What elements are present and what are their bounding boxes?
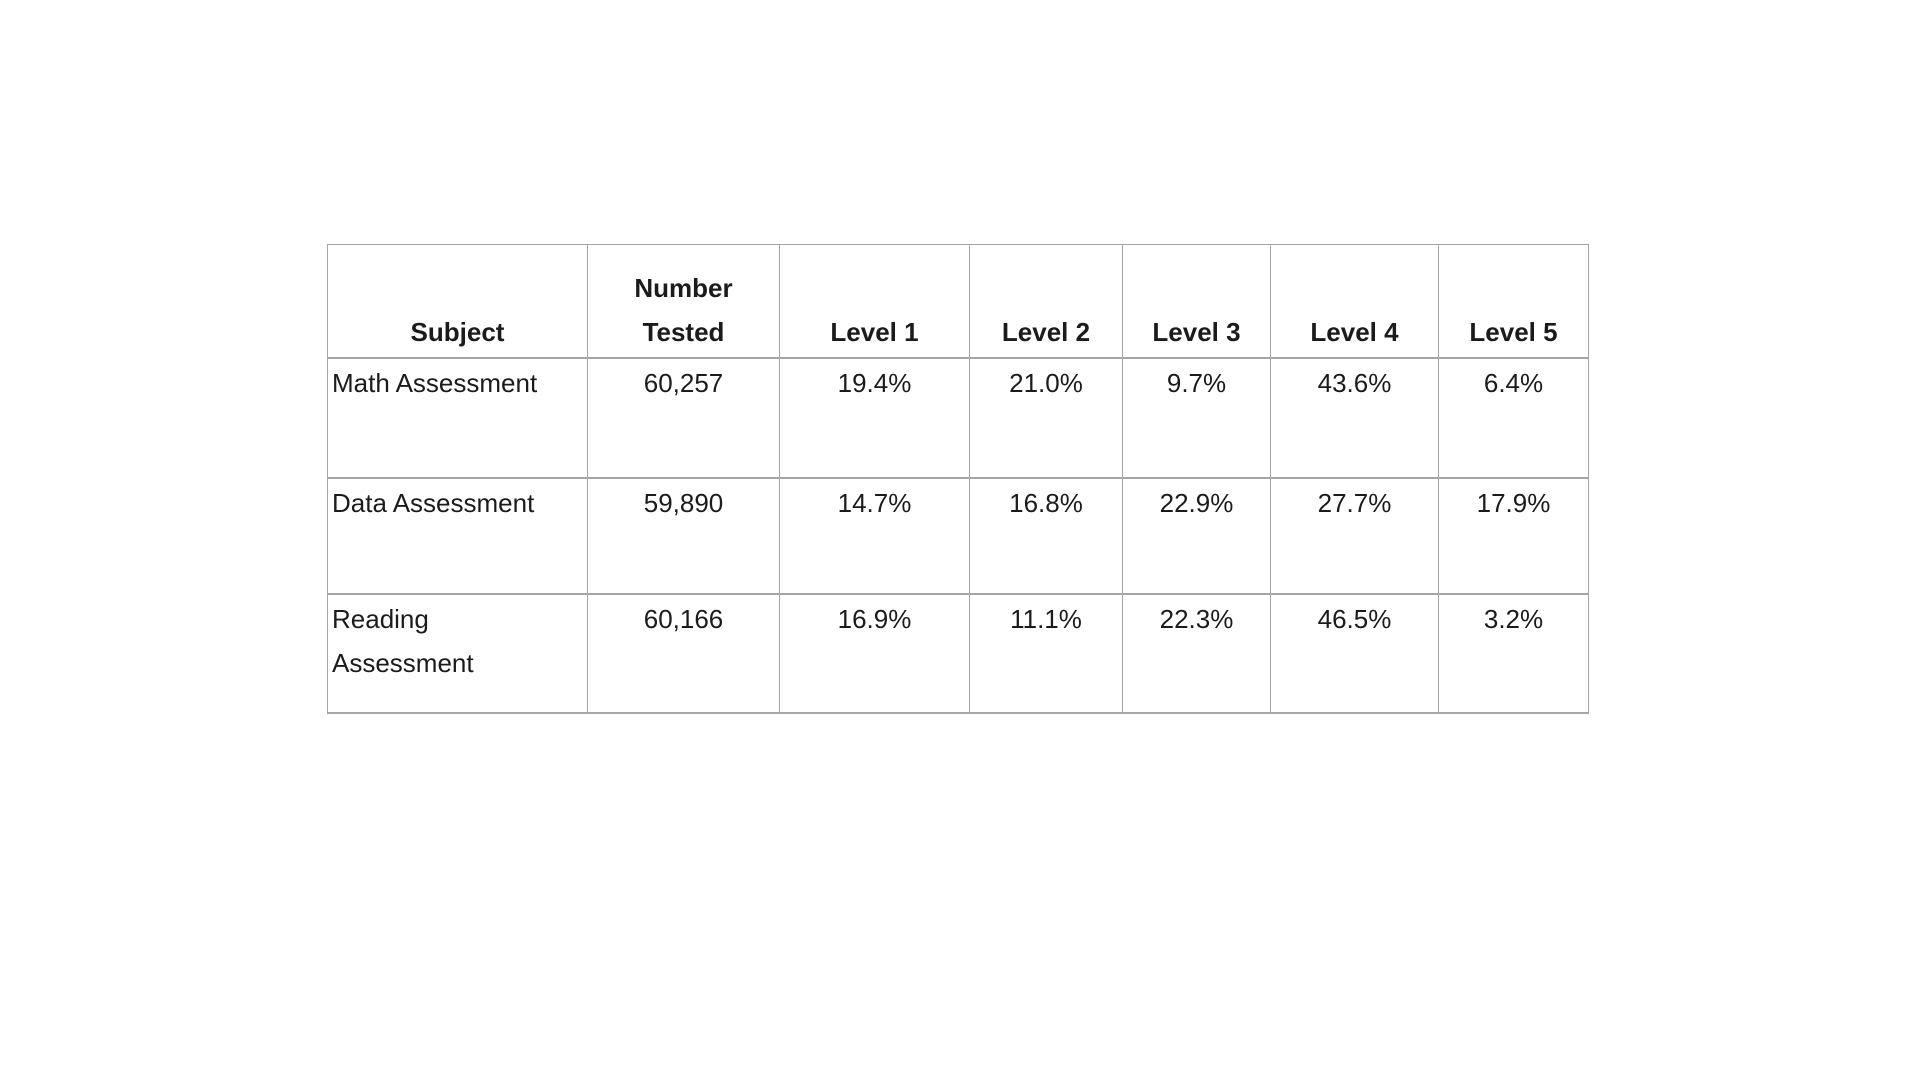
table-header-row: Subject Number Tested Level 1 Level 2 Le…: [327, 244, 1589, 359]
cell-reading-level-2: 11.1%: [969, 593, 1123, 714]
cell-math-level-5: 6.4%: [1438, 357, 1589, 479]
cell-reading-level-1: 16.9%: [779, 593, 970, 714]
header-cell-level-5: Level 5: [1438, 244, 1589, 359]
header-cell-level-3: Level 3: [1122, 244, 1271, 359]
cell-data-level-5: 17.9%: [1438, 477, 1589, 595]
header-cell-level-2: Level 2: [969, 244, 1123, 359]
header-cell-level-1: Level 1: [779, 244, 970, 359]
cell-math-level-1: 19.4%: [779, 357, 970, 479]
cell-reading-level-4: 46.5%: [1270, 593, 1439, 714]
row-label-math: Math Assessment: [327, 357, 588, 479]
row-label-data: Data Assessment: [327, 477, 588, 595]
table-row-math: Math Assessment 60,257 19.4% 21.0% 9.7% …: [327, 357, 1589, 479]
cell-data-number-tested: 59,890: [587, 477, 780, 595]
row-label-reading: Reading Assessment: [327, 593, 588, 714]
header-cell-number-tested: Number Tested: [587, 244, 780, 359]
cell-data-level-1: 14.7%: [779, 477, 970, 595]
cell-math-number-tested: 60,257: [587, 357, 780, 479]
cell-math-level-2: 21.0%: [969, 357, 1123, 479]
table-row-reading: Reading Assessment 60,166 16.9% 11.1% 22…: [327, 593, 1589, 714]
cell-data-level-4: 27.7%: [1270, 477, 1439, 595]
cell-math-level-3: 9.7%: [1122, 357, 1271, 479]
cell-reading-number-tested: 60,166: [587, 593, 780, 714]
cell-data-level-3: 22.9%: [1122, 477, 1271, 595]
cell-data-level-2: 16.8%: [969, 477, 1123, 595]
header-cell-subject: Subject: [327, 244, 588, 359]
cell-reading-level-5: 3.2%: [1438, 593, 1589, 714]
assessment-results-table: Subject Number Tested Level 1 Level 2 Le…: [327, 244, 1589, 714]
table-row-data: Data Assessment 59,890 14.7% 16.8% 22.9%…: [327, 477, 1589, 595]
header-cell-level-4: Level 4: [1270, 244, 1439, 359]
cell-math-level-4: 43.6%: [1270, 357, 1439, 479]
cell-reading-level-3: 22.3%: [1122, 593, 1271, 714]
